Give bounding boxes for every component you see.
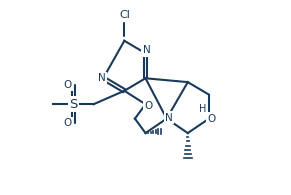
Text: H: H (199, 104, 207, 114)
Text: O: O (207, 114, 215, 124)
Text: O: O (63, 80, 71, 90)
Text: N: N (98, 73, 106, 83)
Text: N: N (143, 45, 150, 55)
Text: S: S (69, 98, 78, 111)
Text: Cl: Cl (119, 10, 130, 20)
Text: O: O (145, 101, 153, 111)
Text: O: O (63, 118, 71, 129)
Text: N: N (165, 113, 173, 123)
